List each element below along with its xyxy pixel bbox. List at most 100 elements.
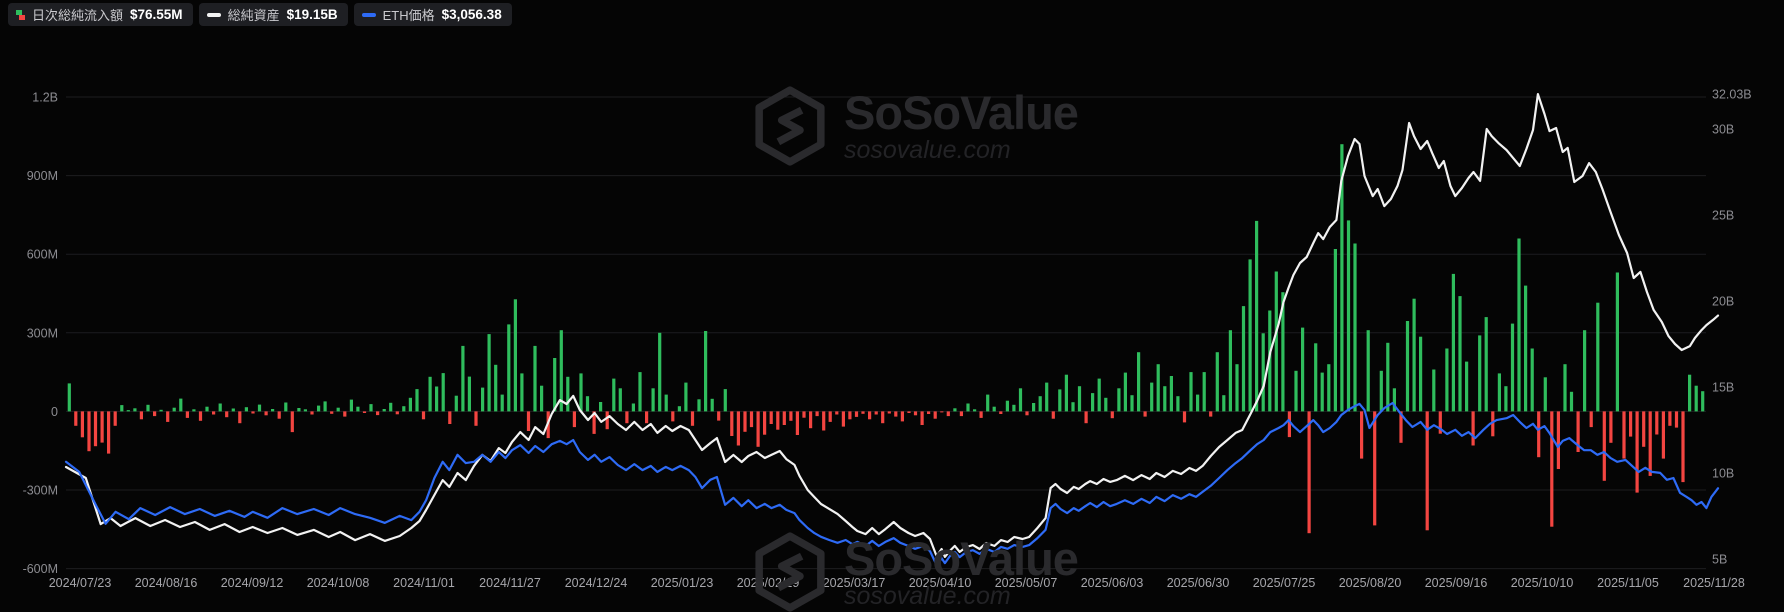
inflow-bar <box>1399 411 1403 443</box>
inflow-bar <box>1688 374 1692 412</box>
x-axis-date-label: 2025/06/30 <box>1167 576 1230 590</box>
inflow-bar <box>618 388 622 412</box>
inflow-bar <box>1432 369 1436 412</box>
eth-price-line-icon <box>361 12 376 17</box>
inflow-bar <box>290 411 294 433</box>
inflow-bar <box>1392 388 1396 412</box>
inflow-bar <box>605 411 609 430</box>
inflow-bar <box>572 411 576 428</box>
inflow-bar <box>933 411 937 419</box>
legend-item-total-net-assets[interactable]: 総純資産 $19.15B <box>198 3 348 26</box>
inflow-bar <box>631 403 635 412</box>
inflow-bar <box>1025 411 1029 416</box>
inflow-bar <box>540 385 544 412</box>
right-axis-tick-label: 30B <box>1712 123 1734 137</box>
daily-net-inflow-bars <box>67 144 1705 534</box>
inflow-bar <box>946 411 950 417</box>
inflow-bar <box>441 373 445 412</box>
inflow-bar <box>172 407 176 412</box>
inflow-bar <box>887 411 891 414</box>
inflow-bar <box>467 376 471 412</box>
inflow-bar <box>612 378 616 412</box>
inflow-bar <box>566 376 570 412</box>
legend-item-daily-net-inflow[interactable]: 日次総純流入額 $76.55M <box>8 3 193 26</box>
inflow-bar <box>1674 411 1679 428</box>
inflow-bar <box>1360 411 1364 459</box>
x-axis-date-label: 2025/04/10 <box>909 576 972 590</box>
inflow-bar <box>415 389 419 412</box>
inflow-bar <box>1255 220 1259 412</box>
inflow-bar <box>1241 306 1246 412</box>
inflow-bar <box>671 411 675 422</box>
x-axis-date-label: 2025/05/07 <box>995 576 1058 590</box>
inflow-bar <box>1038 396 1042 412</box>
inflow-bar <box>1051 411 1055 419</box>
inflow-bar <box>1543 377 1547 412</box>
inflow-bar <box>743 411 747 432</box>
inflow-bar <box>1530 348 1534 412</box>
inflow-bar <box>1681 411 1685 483</box>
inflow-bar <box>658 332 662 412</box>
inflow-bar <box>343 411 347 417</box>
inflow-bar <box>317 405 321 412</box>
inflow-bar <box>861 411 865 414</box>
x-axis-date-label: 2025/11/28 <box>1683 576 1745 590</box>
inflow-bar <box>1189 372 1193 412</box>
x-axis-date-label: 2025/07/25 <box>1253 576 1316 590</box>
inflow-bar <box>979 411 983 418</box>
inflow-bar <box>992 406 996 412</box>
inflow-bar <box>1012 404 1016 412</box>
inflow-bar <box>107 411 111 454</box>
inflow-bar <box>356 406 360 412</box>
inflow-bar <box>1412 298 1416 412</box>
inflow-bar <box>874 411 878 415</box>
inflow-bar <box>677 406 681 412</box>
inflow-bar <box>848 411 852 420</box>
inflow-bar <box>277 411 281 419</box>
inflow-bar <box>585 396 590 412</box>
inflow-bar <box>809 411 813 429</box>
inflow-bar <box>1694 385 1698 412</box>
inflow-bar <box>87 411 91 452</box>
inflow-bar <box>986 394 990 412</box>
inflow-bar <box>1537 411 1541 458</box>
inflow-bar <box>1504 386 1508 412</box>
inflow-bar <box>579 373 583 412</box>
inflow-bar <box>218 403 222 412</box>
legend-item-eth-price[interactable]: ETH価格 $3,056.38 <box>353 3 512 26</box>
inflow-bar <box>1425 411 1429 531</box>
inflow-bar <box>159 409 163 412</box>
inflow-bar <box>789 411 793 421</box>
inflow-bar <box>1077 386 1082 412</box>
inflow-bar <box>1281 292 1285 412</box>
inflow-bar <box>868 411 872 420</box>
inflow-bar <box>1655 411 1659 435</box>
inflow-bar <box>1635 411 1639 493</box>
inflow-bar <box>704 331 708 412</box>
inflow-bar <box>1596 302 1600 412</box>
inflow-bar <box>1478 335 1482 412</box>
inflow-bar <box>822 411 826 431</box>
inflow-bar <box>494 364 498 412</box>
inflow-bar <box>231 408 235 412</box>
inflow-bar <box>1373 411 1377 526</box>
x-axis-date-label: 2025/11/05 <box>1597 576 1659 590</box>
inflow-bar <box>284 402 288 412</box>
legend-label: ETH価格 <box>382 8 435 23</box>
x-axis-date-label: 2024/11/27 <box>479 576 541 590</box>
x-axis-date-label: 2025/01/23 <box>651 576 714 590</box>
inflow-bar <box>192 409 196 412</box>
inflow-bar <box>1615 272 1619 412</box>
inflow-bar <box>1346 220 1351 412</box>
inflow-bar <box>690 411 695 426</box>
left-axis-tick-label: 300M <box>27 326 58 340</box>
inflow-bar <box>1465 361 1469 412</box>
x-axis-date-label: 2024/08/16 <box>135 576 198 590</box>
inflow-bar <box>402 406 406 412</box>
inflow-bar <box>323 401 327 412</box>
inflow-bar <box>1576 411 1580 452</box>
inflow-bar <box>854 411 859 417</box>
etf-flow-price-chart[interactable]: 1.2B 900M 600M 300M 0 -300M -600M 32.03B 30B 25B 2… <box>0 0 1784 592</box>
inflow-bar <box>395 411 399 415</box>
inflow-bar <box>1569 391 1574 412</box>
